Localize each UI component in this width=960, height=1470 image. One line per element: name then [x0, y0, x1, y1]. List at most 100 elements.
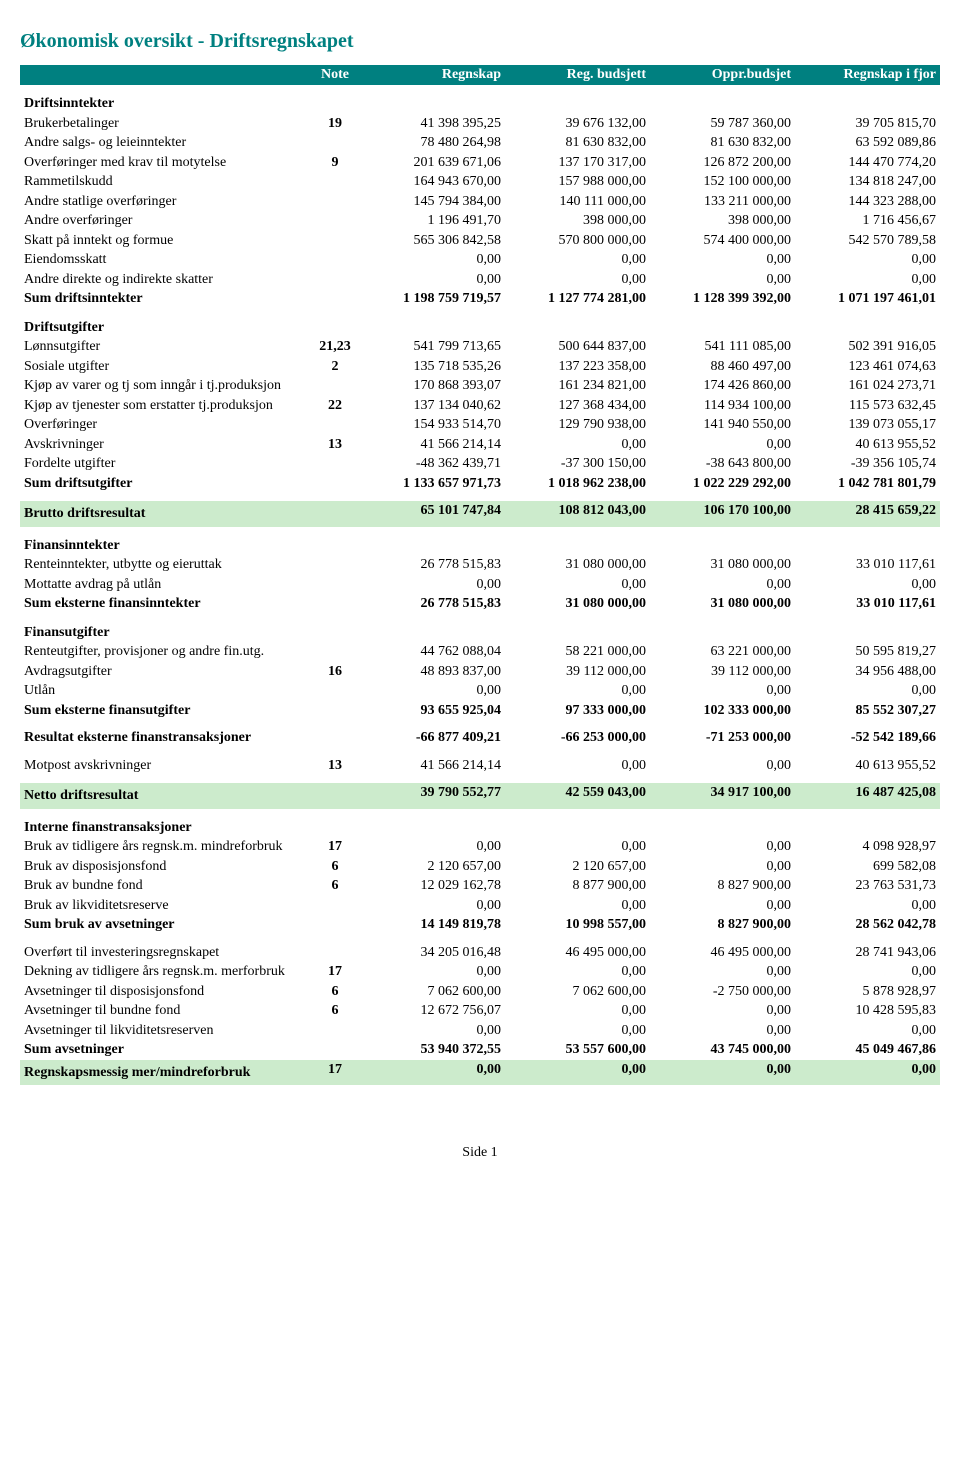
row-value: 0,00 — [795, 681, 940, 701]
table-row: Overført til investeringsregnskapet34 20… — [20, 943, 940, 963]
row-value: 8 877 900,00 — [505, 876, 650, 896]
row-label: Sum avsetninger — [20, 1040, 310, 1060]
table-row: Dekning av tidligere års regnsk.m. merfo… — [20, 962, 940, 982]
row-label: Resultat eksterne finanstransaksjoner — [20, 728, 310, 748]
row-value: 0,00 — [795, 270, 940, 290]
row-label: Avsetninger til disposisjonsfond — [20, 982, 310, 1002]
row-value: -66 253 000,00 — [505, 728, 650, 748]
row-note — [310, 309, 360, 338]
row-label: Sum eksterne finansinntekter — [20, 594, 310, 614]
table-row — [20, 935, 940, 943]
row-label: Brutto driftsresultat — [20, 501, 310, 527]
row-value: 81 630 832,00 — [505, 133, 650, 153]
table-row: Sum driftsinntekter1 198 759 719,571 127… — [20, 289, 940, 309]
table-row: Interne finanstransaksjoner — [20, 809, 940, 838]
row-value: 88 460 497,00 — [650, 357, 795, 377]
row-value: 134 818 247,00 — [795, 172, 940, 192]
row-label: Dekning av tidligere års regnsk.m. merfo… — [20, 962, 310, 982]
row-note: 6 — [310, 876, 360, 896]
row-value: 85 552 307,27 — [795, 701, 940, 721]
row-label: Overføringer med krav til motytelse — [20, 153, 310, 173]
row-label: Regnskapsmessig mer/mindreforbruk — [20, 1060, 310, 1086]
row-value: 39 112 000,00 — [650, 662, 795, 682]
row-value: 161 024 273,71 — [795, 376, 940, 396]
row-value: 0,00 — [360, 896, 505, 916]
row-value: 102 333 000,00 — [650, 701, 795, 721]
table-row — [20, 493, 940, 501]
row-value: 59 787 360,00 — [650, 114, 795, 134]
page-footer: Side 1 — [20, 1145, 940, 1161]
row-value: 152 100 000,00 — [650, 172, 795, 192]
row-value — [360, 85, 505, 114]
row-value: 574 400 000,00 — [650, 231, 795, 251]
row-value: 0,00 — [505, 962, 650, 982]
row-value: 8 827 900,00 — [650, 876, 795, 896]
row-value — [505, 809, 650, 838]
row-label: Interne finanstransaksjoner — [20, 809, 310, 838]
row-note: 19 — [310, 114, 360, 134]
table-row: Netto driftsresultat39 790 552,7742 559 … — [20, 783, 940, 809]
row-value: 26 778 515,83 — [360, 594, 505, 614]
row-value — [360, 809, 505, 838]
row-value: 0,00 — [795, 896, 940, 916]
row-value: 170 868 393,07 — [360, 376, 505, 396]
row-value: 46 495 000,00 — [650, 943, 795, 963]
row-value: 0,00 — [505, 250, 650, 270]
row-value — [360, 309, 505, 338]
row-note — [310, 809, 360, 838]
row-note — [310, 250, 360, 270]
row-label: Motpost avskrivninger — [20, 756, 310, 776]
row-label: Renteinntekter, utbytte og eieruttak — [20, 555, 310, 575]
table-row: Renteinntekter, utbytte og eieruttak26 7… — [20, 555, 940, 575]
row-note — [310, 289, 360, 309]
row-note — [310, 594, 360, 614]
row-value: 137 134 040,62 — [360, 396, 505, 416]
row-value: 123 461 074,63 — [795, 357, 940, 377]
table-row: Avskrivninger1341 566 214,140,000,0040 6… — [20, 435, 940, 455]
row-value: -37 300 150,00 — [505, 454, 650, 474]
table-row: Andre overføringer1 196 491,70398 000,00… — [20, 211, 940, 231]
financial-table: Note Regnskap Reg. budsjett Oppr.budsjet… — [20, 65, 940, 1085]
row-value: 0,00 — [650, 837, 795, 857]
row-value: 48 893 837,00 — [360, 662, 505, 682]
row-value — [505, 527, 650, 556]
row-value: 127 368 434,00 — [505, 396, 650, 416]
row-value: 0,00 — [360, 837, 505, 857]
row-label: Sum driftsinntekter — [20, 289, 310, 309]
row-value: 154 933 514,70 — [360, 415, 505, 435]
row-value: 4 098 928,97 — [795, 837, 940, 857]
row-value: 0,00 — [505, 270, 650, 290]
row-value: 0,00 — [650, 270, 795, 290]
row-value: 0,00 — [505, 1060, 650, 1086]
row-note — [310, 915, 360, 935]
table-row: Sum avsetninger53 940 372,5553 557 600,0… — [20, 1040, 940, 1060]
row-label: Avdragsutgifter — [20, 662, 310, 682]
row-note: 2 — [310, 357, 360, 377]
row-label: Bruk av bundne fond — [20, 876, 310, 896]
col-header-note: Note — [310, 65, 360, 85]
row-label: Sosiale utgifter — [20, 357, 310, 377]
table-row: Driftsinntekter — [20, 85, 940, 114]
row-value: 10 428 595,83 — [795, 1001, 940, 1021]
row-label: Skatt på inntekt og formue — [20, 231, 310, 251]
row-value: 502 391 916,05 — [795, 337, 940, 357]
row-value: 135 718 535,26 — [360, 357, 505, 377]
row-value: 81 630 832,00 — [650, 133, 795, 153]
table-row: Avsetninger til likviditetsreserven0,000… — [20, 1021, 940, 1041]
row-value: 137 223 358,00 — [505, 357, 650, 377]
table-row: Avdragsutgifter1648 893 837,0039 112 000… — [20, 662, 940, 682]
row-note: 6 — [310, 982, 360, 1002]
row-value: 41 566 214,14 — [360, 756, 505, 776]
table-header-row: Note Regnskap Reg. budsjett Oppr.budsjet… — [20, 65, 940, 85]
row-note — [310, 501, 360, 527]
row-value: 34 917 100,00 — [650, 783, 795, 809]
row-note: 9 — [310, 153, 360, 173]
table-row: Utlån0,000,000,000,00 — [20, 681, 940, 701]
row-value: 39 790 552,77 — [360, 783, 505, 809]
row-value: 5 878 928,97 — [795, 982, 940, 1002]
row-label: Avsetninger til bundne fond — [20, 1001, 310, 1021]
row-note — [310, 270, 360, 290]
row-note: 17 — [310, 837, 360, 857]
row-value: 570 800 000,00 — [505, 231, 650, 251]
table-row: Kjøp av varer og tj som inngår i tj.prod… — [20, 376, 940, 396]
